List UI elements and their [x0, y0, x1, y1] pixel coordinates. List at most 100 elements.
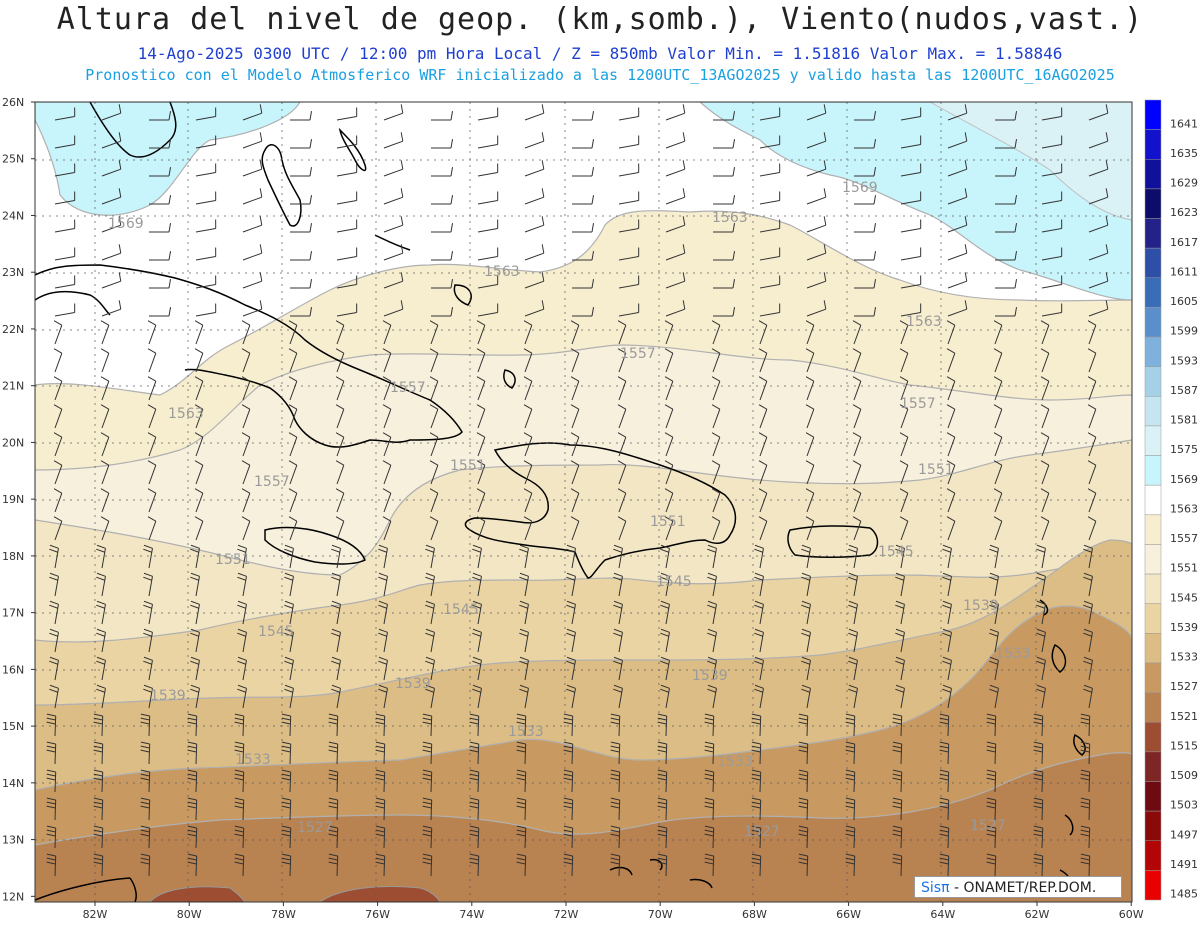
colorbar-label: 1485 [1170, 888, 1198, 901]
wind-barb [758, 460, 768, 485]
lon-label: 62W [1025, 908, 1050, 921]
wind-barb [899, 348, 909, 373]
wind-barb [331, 544, 341, 569]
wind-barb [759, 107, 781, 121]
wind-barb [46, 769, 57, 793]
wind-barb [754, 544, 764, 569]
wind-barb [143, 544, 153, 569]
wind-barb [195, 275, 217, 289]
credit-box: Sisπ - ONAMET/REP.DOM. [914, 876, 1122, 898]
wind-barb [758, 432, 768, 457]
contour-label: 1569 [842, 180, 878, 196]
wind-barb [378, 628, 388, 653]
contour-label: 1557 [254, 474, 290, 490]
wind-barb [516, 769, 527, 793]
wind-barb [942, 544, 952, 569]
wind-barb [610, 713, 621, 737]
wind-barb [290, 251, 313, 261]
wind-barb [187, 769, 198, 793]
colorbar-swatch [1144, 633, 1162, 664]
wind-barb [284, 544, 294, 569]
colorbar-label: 1629 [1170, 177, 1198, 190]
wind-barb [476, 488, 486, 513]
wind-barb [1083, 628, 1093, 653]
wind-barb [241, 348, 251, 373]
wind-barb [237, 600, 247, 625]
wind-barb [704, 713, 715, 737]
wind-barb [613, 544, 623, 569]
wind-barb [290, 223, 313, 233]
wind-barb [234, 825, 245, 849]
wind-barb [845, 741, 856, 765]
wind-barb [995, 167, 1018, 177]
wind-barb [986, 797, 997, 821]
wind-barb [100, 348, 110, 373]
wind-barb [806, 300, 827, 317]
wind-barb [1083, 572, 1093, 597]
contour-label: 1527 [297, 820, 333, 836]
colorbar-swatch [1144, 840, 1162, 871]
wind-barb [335, 320, 345, 345]
wind-barb [1080, 741, 1091, 765]
wind-barb [657, 769, 668, 793]
wind-barb [572, 223, 595, 233]
wind-barb [1041, 163, 1063, 177]
wind-barb [704, 853, 715, 877]
wind-barb [140, 797, 151, 821]
wind-barb [664, 516, 674, 541]
wind-barb [711, 516, 721, 541]
wind-barb [806, 188, 827, 205]
wind-barb [759, 135, 781, 149]
wind-barb [96, 544, 106, 569]
contour-label: 1533 [995, 646, 1031, 662]
wind-barb [711, 320, 721, 345]
wind-barb [711, 488, 721, 513]
wind-barb [801, 684, 811, 709]
wind-barb [187, 713, 198, 737]
wind-barb [713, 167, 736, 177]
wind-barb [664, 320, 674, 345]
wind-barb [53, 488, 63, 513]
wind-barb [194, 376, 204, 401]
wind-barb [759, 191, 781, 205]
wind-barb [1041, 135, 1063, 149]
lat-label: 16N [2, 663, 24, 676]
wind-barb [281, 853, 292, 877]
wind-barb [805, 516, 815, 541]
wind-barb [335, 432, 345, 457]
wind-barb [469, 713, 480, 737]
wind-barb [798, 741, 809, 765]
contour-label: 1539 [395, 676, 431, 692]
wind-barb [900, 275, 922, 289]
wind-barb [704, 825, 715, 849]
wind-barb [472, 684, 482, 709]
contour-label: 1563 [712, 210, 748, 226]
wind-barb [1087, 376, 1097, 401]
wind-barb [805, 348, 815, 373]
contour-label: 1569 [108, 216, 144, 232]
wind-barb [516, 853, 527, 877]
wind-barb [613, 572, 623, 597]
contour-label: 1545 [656, 574, 692, 590]
wind-barb [563, 713, 574, 737]
wind-barb [899, 432, 909, 457]
wind-barb [852, 432, 862, 457]
wind-barb [1040, 404, 1050, 429]
wind-barb [660, 628, 670, 653]
wind-barb [54, 219, 76, 233]
wind-barb [477, 303, 499, 317]
wind-barb [665, 300, 686, 317]
wind-barb [664, 348, 674, 373]
wind-barb [899, 460, 909, 485]
wind-barb [195, 247, 217, 261]
colorbar-label: 1581 [1170, 414, 1198, 427]
wind-barb [382, 348, 392, 373]
wind-barb [431, 251, 454, 261]
wind-barb [54, 107, 76, 121]
wind-barb [431, 223, 454, 233]
wind-barb [1036, 572, 1046, 597]
wind-barb [195, 191, 217, 205]
wind-barb [383, 104, 404, 121]
contour-label: 1551 [918, 462, 954, 478]
